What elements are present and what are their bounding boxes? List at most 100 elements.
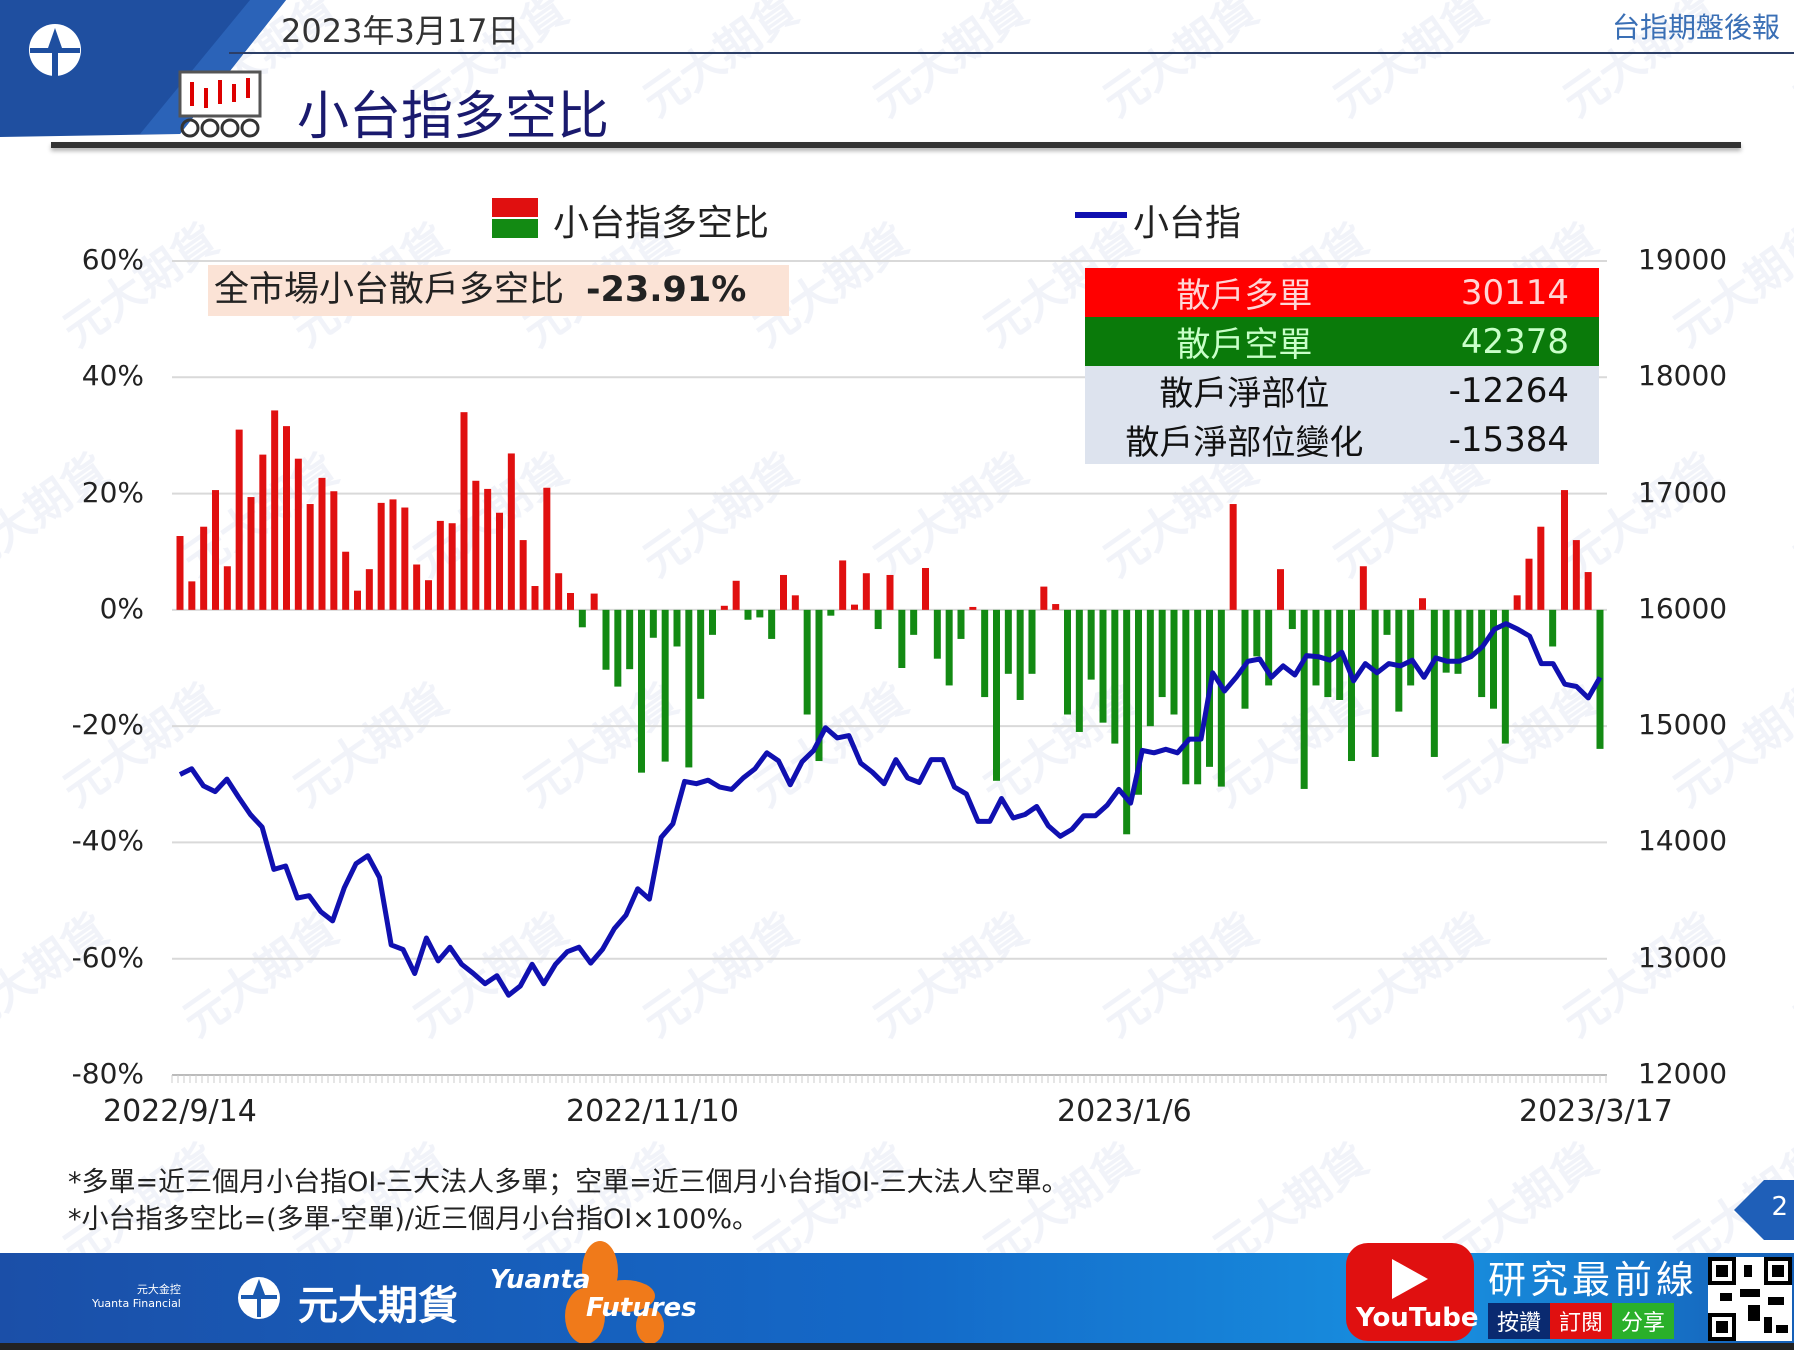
- y-left-tick-label: -20%: [71, 708, 144, 742]
- subscribe-button[interactable]: 訂閱: [1550, 1303, 1613, 1339]
- ratio-bar: [176, 536, 184, 610]
- y-left-tick-label: -80%: [71, 1057, 144, 1090]
- ratio-bar: [1229, 504, 1237, 610]
- ratio-bar: [815, 609, 823, 762]
- ratio-bar: [1490, 609, 1497, 709]
- ratio-bar: [519, 540, 527, 610]
- ratio-bar: [993, 609, 1000, 781]
- ratio-bar: [1348, 609, 1355, 762]
- qr-code[interactable]: [1708, 1257, 1792, 1341]
- row-label: 散戶淨部位: [1159, 374, 1330, 414]
- y-right-tick-label: 16000: [1638, 591, 1728, 625]
- group-name: 元大金控: [136, 1283, 181, 1296]
- ratio-bar: [531, 586, 539, 610]
- row-label: 散戶淨部位變化: [1125, 423, 1364, 463]
- ratio-bar: [330, 491, 338, 610]
- report-name: 台指期盤後報: [1611, 11, 1780, 44]
- ratio-bar: [1300, 609, 1308, 789]
- ratio-bar: [673, 609, 681, 647]
- ratio-bar: [1004, 609, 1012, 674]
- ratio-bar: [851, 604, 858, 610]
- x-tick-label: 2022/9/14: [103, 1094, 257, 1129]
- ratio-bar: [484, 488, 492, 610]
- header-divider: [229, 52, 1794, 54]
- ratio-bar: [756, 609, 764, 618]
- index-line: [178, 621, 1603, 998]
- like-button[interactable]: 按讚: [1488, 1303, 1551, 1339]
- ratio-bar: [425, 580, 432, 610]
- retail-position-table: 散戶多單 30114 散戶空單 42378 散戶淨部位 -12264 散戶淨部位變化 -153…: [1085, 268, 1599, 464]
- ratio-bar: [294, 458, 302, 610]
- row-label: 散戶空單: [1176, 325, 1313, 365]
- ratio-bar: [1182, 609, 1190, 785]
- ratio-bar: [1170, 609, 1178, 715]
- ratio-bar: [697, 609, 705, 699]
- share-button[interactable]: 分享: [1612, 1303, 1675, 1339]
- ratio-bar: [732, 580, 740, 610]
- table-row: 散戶淨部位 -12264: [1085, 366, 1599, 415]
- ratio-bar: [1572, 540, 1580, 610]
- ratio-bar: [661, 609, 669, 762]
- ratio-bar: [247, 497, 255, 610]
- ratio-bar: [626, 609, 634, 670]
- ratio-bar: [271, 410, 279, 610]
- company-name: 元大期貨: [298, 1283, 458, 1329]
- flower-logo: [565, 1241, 664, 1344]
- ratio-bar: [898, 609, 906, 668]
- legend-ratio-label: 小台指多空比: [553, 203, 770, 244]
- ratio-bar: [981, 609, 989, 698]
- y-left-tick-label: -40%: [71, 824, 144, 858]
- ratio-bar: [602, 609, 610, 670]
- ratio-bar: [259, 454, 267, 610]
- row-value: -12264: [1448, 370, 1569, 411]
- ratio-bar: [507, 453, 515, 610]
- page-number: 2: [1771, 1192, 1788, 1222]
- row-value: 42378: [1460, 321, 1569, 362]
- company-en-1: Yuanta: [490, 1265, 591, 1295]
- ratio-bar: [1419, 598, 1426, 610]
- y-left-tick-label: 40%: [81, 359, 144, 393]
- x-tick-label: 2023/1/6: [1057, 1094, 1192, 1129]
- y-left-tick-label: -60%: [71, 940, 144, 974]
- ratio-bar: [212, 490, 219, 610]
- youtube-label: YouTube: [1356, 1303, 1479, 1333]
- youtube-button[interactable]: YouTube: [1346, 1243, 1478, 1341]
- ratio-bar: [436, 520, 444, 610]
- ratio-bar: [1288, 609, 1296, 630]
- ratio-bar: [1075, 609, 1083, 732]
- ratio-bar: [1525, 558, 1533, 610]
- ratio-bar: [389, 499, 397, 610]
- ratio-bar: [1537, 526, 1545, 610]
- ratio-bar: [922, 567, 929, 610]
- ratio-bar: [803, 609, 811, 715]
- y-left-tick-label: 60%: [81, 243, 144, 276]
- ratio-bar: [1407, 609, 1415, 686]
- ratio-bar: [235, 429, 243, 610]
- y-right-tick-label: 15000: [1638, 708, 1728, 742]
- action-buttons: 按讚 訂閱 分享: [1488, 1303, 1675, 1339]
- title-divider: [51, 142, 1741, 148]
- footnote: *小台指多空比=(多單-空單)/近三個月小台指OI×100%。: [68, 1204, 760, 1235]
- ratio-bar: [401, 507, 409, 610]
- ratio-bar: [1135, 609, 1142, 795]
- y-left-tick-label: 20%: [81, 475, 144, 509]
- ratio-bar: [460, 412, 468, 610]
- ratio-bar: [555, 573, 563, 610]
- table-row: 散戶空單 42378: [1085, 317, 1599, 366]
- ratio-bar: [649, 609, 657, 638]
- ratio-bar: [1265, 609, 1273, 686]
- ratio-bar: [827, 609, 835, 616]
- ratio-bar: [1277, 569, 1284, 610]
- ratio-bar: [933, 609, 941, 659]
- ratio-bar: [1028, 609, 1036, 674]
- ratio-bar: [720, 605, 728, 610]
- ratio-bar: [567, 592, 574, 610]
- ratio-bar: [862, 573, 870, 610]
- ratio-bar: [472, 480, 480, 610]
- ratio-bar: [1312, 609, 1320, 686]
- ratio-bar: [1549, 609, 1557, 647]
- ratio-bar: [1466, 609, 1474, 657]
- ratio-bar: [365, 569, 373, 610]
- ratio-bar: [223, 566, 231, 610]
